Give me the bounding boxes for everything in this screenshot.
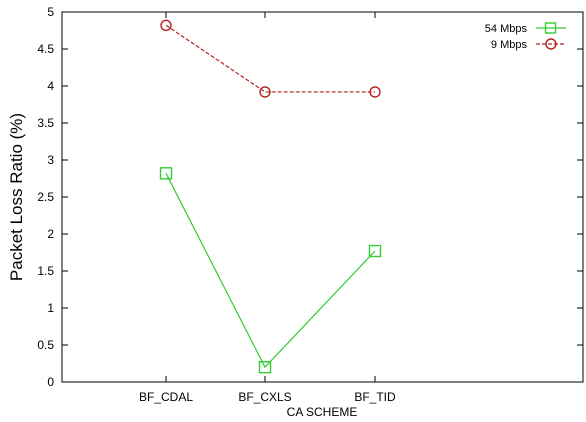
plot-frame <box>61 11 584 383</box>
x-tick-label: BF_CDAL <box>139 390 193 404</box>
legend-marker <box>544 22 557 34</box>
y-tick-label: 4.5 <box>37 42 54 56</box>
data-point <box>259 86 271 98</box>
legend-marker <box>545 38 557 50</box>
y-tick-label: 3.5 <box>37 116 54 130</box>
data-point <box>369 86 381 98</box>
y-tick-label: 5 <box>47 5 54 19</box>
series-line <box>165 173 376 369</box>
y-tick-label: 0 <box>47 375 54 389</box>
y-tick-label: 1.5 <box>37 264 54 278</box>
x-axis-title: CA SCHEME <box>287 405 358 419</box>
legend: 54 Mbps 9 Mbps <box>485 22 566 51</box>
y-tick-label: 2 <box>47 227 54 241</box>
x-tick-label: BF_TID <box>354 390 396 404</box>
series-line <box>165 24 375 93</box>
data-point <box>258 361 272 374</box>
y-tick-label: 2.5 <box>37 190 54 204</box>
x-tick-label: BF_CXLS <box>238 390 291 404</box>
series-1 <box>160 19 381 98</box>
legend-label: 9 Mbps <box>491 39 528 51</box>
data-point <box>160 19 172 32</box>
y-axis-ticks: 0 0.5 1 1.5 2 2.5 3 3.5 4 4.5 5 <box>37 5 583 389</box>
data-point <box>368 244 382 258</box>
legend-label: 54 Mbps <box>485 23 528 35</box>
series-0 <box>159 167 382 374</box>
y-tick-label: 1 <box>47 301 54 315</box>
y-tick-label: 3 <box>47 153 54 167</box>
y-tick-label: 0.5 <box>37 338 54 352</box>
x-axis-ticks: BF_CDAL BF_CXLS BF_TID <box>139 12 396 404</box>
data-point <box>159 167 173 180</box>
series-layer <box>159 19 382 374</box>
y-tick-label: 4 <box>47 79 54 93</box>
y-axis-title: Packet Loss Ratio (%) <box>7 113 26 281</box>
